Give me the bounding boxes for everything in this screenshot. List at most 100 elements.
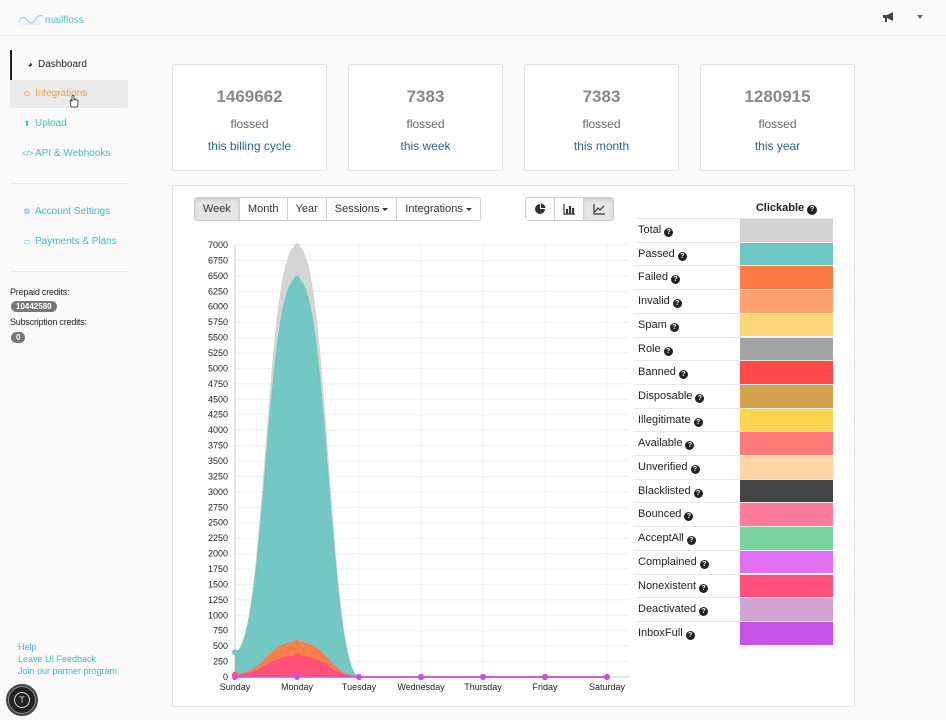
legend-label-text: Bounced	[638, 508, 682, 521]
legend-row[interactable]: Illegitimate?	[634, 407, 833, 432]
legend-swatch[interactable]	[740, 384, 833, 408]
legend-swatch[interactable]	[740, 621, 833, 645]
legend-swatch[interactable]	[740, 219, 833, 242]
series-area	[235, 278, 607, 677]
bar-chart-button[interactable]	[555, 198, 584, 220]
legend-swatch[interactable]	[740, 242, 833, 266]
help-icon[interactable]: ?	[670, 275, 680, 285]
help-icon[interactable]: ?	[664, 228, 674, 237]
partner-program-link[interactable]: Join our partner program	[18, 666, 118, 676]
help-icon[interactable]: ?	[699, 607, 709, 617]
legend-swatch[interactable]	[740, 527, 833, 550]
y-tick-label: 3250	[208, 471, 228, 481]
legend-row[interactable]: Unverified?	[634, 455, 833, 479]
data-point	[418, 674, 424, 680]
y-tick-label: 500	[213, 641, 228, 651]
help-icon[interactable]: ?	[684, 512, 694, 522]
sidebar-item-api-webhooks[interactable]: </> API & Webhooks	[10, 140, 128, 168]
stat-period: this week	[400, 139, 451, 153]
stat-label: flossed	[230, 117, 269, 131]
legend-row[interactable]: Passed?	[634, 241, 833, 266]
stat-card-year: 1280915 flossed this year	[700, 64, 855, 171]
help-icon[interactable]: ?	[678, 370, 688, 380]
y-tick-label: 5250	[208, 348, 228, 358]
legend-row[interactable]: Banned?	[634, 360, 833, 384]
month-button[interactable]: Month	[239, 198, 288, 220]
sidebar-item-label: Payments & Plans	[35, 236, 117, 247]
legend-row[interactable]: Available?	[634, 431, 833, 455]
help-icon[interactable]: ?	[685, 630, 695, 640]
y-tick-label: 1750	[208, 564, 228, 574]
help-icon[interactable]: ?	[663, 346, 673, 356]
legend-row[interactable]: Bounced?	[634, 502, 833, 527]
sidebar-item-upload[interactable]: ⬆ Upload	[10, 110, 128, 138]
sidebar-item-account-settings[interactable]: ⚙ Account Settings	[10, 198, 128, 226]
legend-swatch[interactable]	[740, 574, 833, 598]
integrations-dropdown[interactable]: Integrations	[397, 198, 480, 220]
legend-swatch[interactable]	[740, 432, 833, 455]
legend-row[interactable]: Complained?	[634, 549, 833, 574]
help-icon[interactable]: ?	[669, 322, 679, 332]
y-tick-label: 6750	[208, 255, 228, 265]
legend-row[interactable]: Deactivated?	[634, 597, 833, 621]
legend-swatch[interactable]	[740, 337, 833, 361]
legend-row[interactable]: Nonexistent?	[634, 573, 833, 598]
legend-swatch[interactable]	[740, 361, 833, 384]
sidebar-item-payments-plans[interactable]: ▭ Payments & Plans	[10, 228, 128, 256]
legend-row[interactable]: Total?	[634, 218, 833, 242]
data-point	[294, 653, 300, 660]
help-icon[interactable]: ?	[686, 536, 696, 546]
bar-chart-icon	[563, 203, 575, 215]
sessions-dropdown[interactable]: Sessions	[326, 198, 398, 220]
legend-swatch[interactable]	[740, 479, 833, 503]
chart-type-button-group	[525, 197, 614, 221]
legend-row[interactable]: Disposable?	[634, 383, 833, 408]
x-tick-label: Tuesday	[342, 682, 377, 692]
legend-swatch[interactable]	[740, 313, 833, 337]
pie-chart-button[interactable]	[526, 198, 555, 220]
legend-row[interactable]: Failed?	[634, 265, 833, 290]
legend-swatch[interactable]	[740, 550, 833, 574]
legend-label: InboxFull?	[638, 622, 695, 645]
avatar[interactable]: T	[6, 684, 38, 716]
y-tick-label: 750	[213, 626, 228, 636]
legend-swatch[interactable]	[740, 266, 833, 290]
sidebar-item-label: API & Webhooks	[35, 148, 111, 159]
help-icon[interactable]: ?	[685, 441, 695, 451]
help-link[interactable]: Help	[18, 642, 37, 652]
legend-row[interactable]: Spam?	[634, 312, 833, 337]
sidebar-item-dashboard[interactable]: ◕ Dashboard	[10, 50, 128, 80]
help-icon[interactable]: ?	[695, 393, 705, 403]
help-icon[interactable]: ?	[699, 583, 709, 593]
megaphone-icon[interactable]	[882, 11, 896, 23]
legend-row[interactable]: Invalid?	[634, 289, 833, 313]
data-point	[294, 243, 300, 250]
legend-swatch[interactable]	[740, 503, 833, 527]
feedback-link[interactable]: Leave UI Feedback	[18, 654, 97, 664]
logo[interactable]: mailfloss	[18, 12, 84, 26]
sidebar-item-integrations[interactable]: ⊙ Integrations	[10, 80, 128, 108]
legend-row[interactable]: Role?	[634, 336, 833, 361]
legend-label: Bounced?	[638, 503, 694, 526]
stat-value: 7383	[406, 87, 445, 106]
legend-swatch[interactable]	[740, 290, 833, 313]
y-tick-label: 2750	[208, 502, 228, 512]
help-icon[interactable]: ?	[677, 251, 687, 261]
legend-row[interactable]: Blacklisted?	[634, 478, 833, 503]
legend-swatch[interactable]	[740, 598, 833, 621]
help-icon[interactable]: ?	[693, 417, 703, 427]
x-tick-label: Monday	[281, 682, 314, 692]
year-button[interactable]: Year	[287, 198, 327, 220]
help-icon[interactable]: ?	[699, 559, 709, 569]
help-icon[interactable]: ?	[693, 488, 703, 498]
week-button[interactable]: Week	[195, 198, 240, 220]
line-chart-button[interactable]	[584, 198, 613, 220]
legend-swatch[interactable]	[740, 408, 833, 432]
help-icon[interactable]: ?	[807, 205, 818, 215]
help-icon[interactable]: ?	[690, 465, 700, 474]
user-menu-caret-icon[interactable]	[917, 15, 923, 19]
legend-swatch[interactable]	[740, 456, 833, 479]
legend-row[interactable]: AcceptAll?	[634, 526, 833, 550]
help-icon[interactable]: ?	[672, 299, 682, 309]
legend-row[interactable]: InboxFull?	[634, 620, 833, 645]
